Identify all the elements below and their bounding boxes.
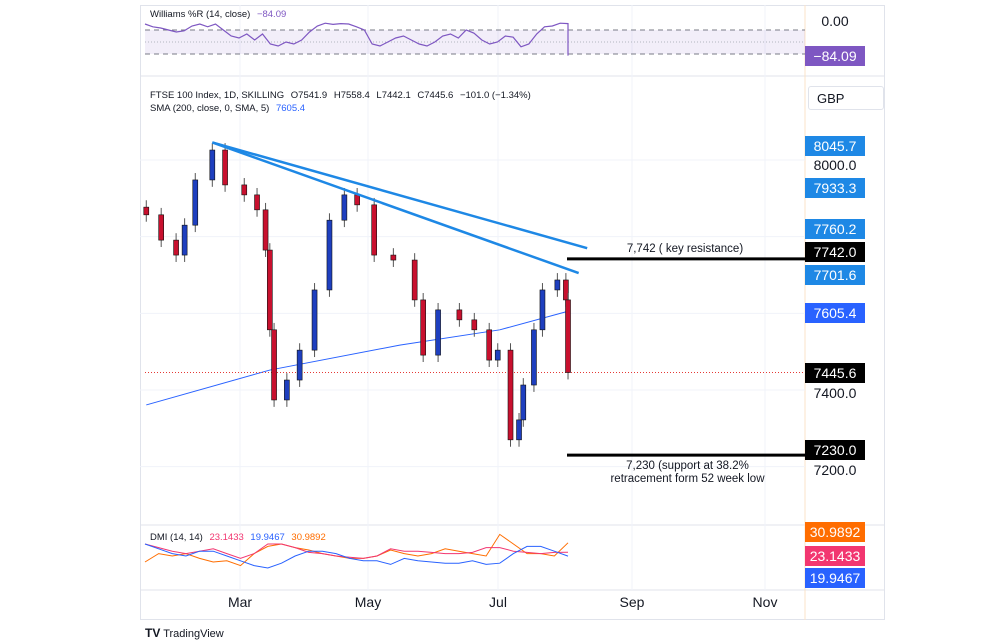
dmi-adx-tag: 30.9892 xyxy=(805,522,865,542)
candle-down xyxy=(411,259,418,301)
dmi-plus-value: 23.1433 xyxy=(209,532,244,543)
williams-line xyxy=(144,22,569,56)
sma-value: 7605.4 xyxy=(275,103,306,114)
williams-value-tag: −84.09 xyxy=(805,46,865,66)
candle-down xyxy=(354,194,360,206)
candle-down xyxy=(271,329,277,401)
change-value: −101.0 (−1.34%) xyxy=(459,90,531,101)
candle-up xyxy=(296,349,303,381)
candle-down xyxy=(267,249,273,331)
symbol-label: FTSE 100 Index, 1D, SKILLING xyxy=(150,90,285,101)
candle-down xyxy=(158,214,164,241)
open-value: O7541.9 xyxy=(290,90,328,101)
williams-value: −84.09 xyxy=(256,9,287,20)
candle-down xyxy=(371,204,377,256)
dmi-label: DMI (14, 14) xyxy=(150,532,203,543)
candle-up xyxy=(435,309,441,356)
time-label-jul: Jul xyxy=(489,594,507,610)
candle-down xyxy=(471,319,478,331)
close-value: C7445.6 xyxy=(417,90,454,101)
time-label-sep: Sep xyxy=(619,594,645,610)
candle-up xyxy=(531,329,537,386)
candle-up xyxy=(181,224,188,256)
price-tag: 7701.6 xyxy=(805,265,865,285)
williams-legend: Williams %R (14, close) −84.09 xyxy=(150,9,290,20)
candle-down xyxy=(486,329,493,361)
candle-down xyxy=(420,299,426,356)
candle-down xyxy=(262,209,269,251)
candle-down xyxy=(173,239,179,256)
price-tag: 7230.0 xyxy=(805,440,865,460)
candle-down xyxy=(565,299,571,373)
candle-up xyxy=(209,149,216,181)
sma-line xyxy=(146,310,569,406)
candle-down xyxy=(143,206,150,216)
price-tag: 7742.0 xyxy=(805,242,865,262)
high-value: H7558.4 xyxy=(333,90,370,101)
dmi-adx-line xyxy=(144,533,569,567)
candle-up xyxy=(311,289,318,351)
candle-up xyxy=(494,349,501,361)
low-value: L7442.1 xyxy=(376,90,411,101)
price-tag: 7933.3 xyxy=(805,178,865,198)
time-label-nov: Nov xyxy=(752,594,778,610)
candle-down xyxy=(507,349,514,441)
chart-frame xyxy=(140,5,885,620)
dmi-plus-tag: 23.1433 xyxy=(805,546,865,566)
dmi-minus-line xyxy=(144,543,569,569)
support-annotation-line2: retracement form 52 week low xyxy=(610,473,765,485)
candle-down xyxy=(390,254,397,261)
dmi-minus-tag: 19.9467 xyxy=(805,568,865,588)
candle-up xyxy=(520,384,527,421)
price-tag: 7445.6 xyxy=(805,363,865,383)
candle-up xyxy=(341,194,348,221)
williams-label: Williams %R (14, close) xyxy=(150,9,251,20)
tradingview-logo: TV TradingView xyxy=(145,626,224,641)
support-annotation: 7,230 (support at 38.2% retracement form… xyxy=(575,460,800,486)
price-tag: 7760.2 xyxy=(805,219,865,239)
candle-up xyxy=(554,279,561,291)
trendline xyxy=(211,141,580,275)
williams-axis-top: 0.00 xyxy=(821,13,849,29)
brand-label: TradingView xyxy=(163,628,224,640)
candle-down xyxy=(456,309,463,321)
price-tick-label: 7200.0 xyxy=(813,462,857,478)
price-tick-label: 8000.0 xyxy=(813,157,857,173)
candle-up xyxy=(192,179,199,226)
dmi-minus-value: 19.9467 xyxy=(250,532,285,543)
sma-label: SMA (200, close, 0, SMA, 5) xyxy=(150,103,270,114)
support-annotation-line1: 7,230 (support at 38.2% xyxy=(626,460,749,472)
price-tag: 7605.4 xyxy=(805,303,865,323)
candle-down xyxy=(241,184,248,196)
dmi-legend: DMI (14, 14) 23.1433 19.9467 30.9892 xyxy=(150,532,330,543)
price-legend: FTSE 100 Index, 1D, SKILLING O7541.9 H75… xyxy=(150,90,535,101)
candle-up xyxy=(326,219,333,291)
time-label-may: May xyxy=(354,594,382,610)
resistance-annotation: 7,742 ( key resistance) xyxy=(626,243,744,255)
dmi-adx-value: 30.9892 xyxy=(291,532,326,543)
candle-up xyxy=(284,379,290,401)
candle-down xyxy=(222,149,228,186)
candle-up xyxy=(539,289,546,331)
price-tick-label: 7400.0 xyxy=(813,385,857,401)
price-tag: 8045.7 xyxy=(805,136,865,156)
time-label-mar: Mar xyxy=(227,594,253,610)
candle-up xyxy=(516,419,522,441)
candle-down xyxy=(254,194,260,211)
dmi-plus-line xyxy=(144,543,569,559)
sma-legend: SMA (200, close, 0, SMA, 5) 7605.4 xyxy=(150,103,309,114)
currency-button[interactable]: GBP xyxy=(808,86,884,110)
trendline xyxy=(211,141,588,250)
